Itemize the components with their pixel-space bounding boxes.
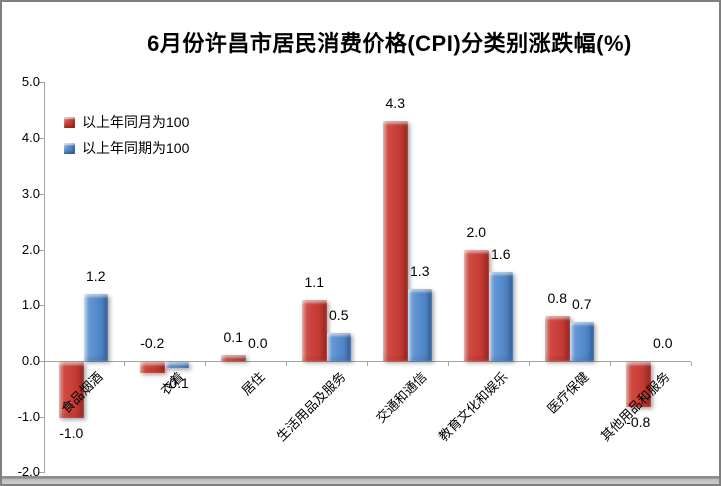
value-label: 1.3: [410, 262, 430, 279]
bar-series2-cat1: [83, 294, 108, 361]
bottom-edge-strip: [2, 476, 719, 484]
y-tick-label: 3.0: [21, 185, 40, 201]
legend: 以上年同月为100 以上年同期为100: [64, 113, 189, 165]
bar-series1-cat1: [59, 362, 84, 418]
bar-series2-cat2: [164, 362, 189, 368]
legend-swatch-red-icon: [64, 116, 75, 128]
bar-series1-cat3: [221, 355, 246, 361]
x-tick: [690, 362, 692, 366]
bar-series2-cat6: [488, 271, 513, 361]
bar-series1-cat8: [626, 362, 651, 407]
legend-item-series2: 以上年同期为100: [64, 139, 189, 157]
value-label: -0.1: [164, 374, 189, 391]
y-axis-line: [44, 82, 45, 474]
value-label: -0.2: [140, 335, 165, 351]
x-tick: [447, 362, 449, 366]
y-tick: [39, 472, 44, 474]
y-tick-label: 0.0: [21, 353, 40, 368]
y-tick-label: -2.0: [17, 464, 40, 480]
value-label: 0.8: [547, 290, 567, 307]
chart-title: 6月份许昌市居民消费价格(CPI)分类别涨跌幅(%): [147, 31, 632, 56]
x-tick: [528, 362, 530, 366]
x-tick: [609, 362, 611, 366]
category-label: 生活用品及服务: [273, 369, 349, 444]
bar-series1-cat4: [302, 299, 327, 361]
x-tick: [44, 362, 45, 366]
category-label: 教育文化和娱乐: [435, 369, 511, 444]
bar-series1-cat2: [140, 362, 165, 374]
x-axis-line: [44, 361, 691, 362]
value-label: 0.7: [572, 296, 592, 312]
bar-series2-cat4: [326, 333, 351, 361]
y-tick: [39, 138, 44, 140]
value-label: 0.1: [223, 329, 243, 346]
bar-series1-cat7: [545, 316, 570, 361]
bar-series2-cat7: [569, 322, 594, 361]
x-tick: [204, 362, 206, 366]
y-tick: [39, 361, 44, 362]
y-tick: [39, 305, 44, 307]
value-label: 0.0: [653, 335, 673, 351]
value-label: -1.0: [59, 424, 84, 441]
y-tick: [39, 82, 44, 84]
legend-label-series1: 以上年同月为100: [82, 114, 190, 130]
bar-series2-cat5: [407, 288, 432, 361]
y-tick-label: -1.0: [17, 408, 40, 424]
value-label: 1.2: [86, 268, 106, 285]
y-tick-label: 2.0: [21, 241, 40, 257]
value-label: 1.1: [304, 273, 324, 290]
value-label: 0.0: [248, 335, 268, 351]
category-label: 医疗保健: [544, 369, 592, 417]
y-tick-label: 4.0: [21, 130, 40, 146]
category-label: 交通和通信: [373, 369, 430, 426]
x-tick: [366, 362, 368, 366]
x-tick: [123, 362, 125, 366]
category-label: 居住: [238, 369, 268, 399]
value-label: 2.0: [466, 223, 486, 240]
y-tick-label: 5.0: [21, 74, 40, 90]
value-label: 0.5: [329, 307, 349, 324]
value-label: 4.3: [385, 95, 405, 112]
value-label: 1.6: [491, 245, 511, 262]
bar-series1-cat6: [464, 249, 489, 361]
y-tick: [39, 193, 44, 195]
value-label: -0.8: [626, 413, 651, 430]
y-tick: [39, 249, 44, 251]
y-tick-label: 1.0: [21, 297, 40, 313]
bar-series1-cat5: [383, 121, 408, 361]
legend-swatch-blue-icon: [64, 142, 75, 154]
legend-item-series1: 以上年同月为100: [64, 113, 189, 131]
x-tick: [285, 362, 287, 366]
y-tick: [39, 416, 44, 418]
legend-label-series2: 以上年同期为100: [82, 140, 190, 156]
